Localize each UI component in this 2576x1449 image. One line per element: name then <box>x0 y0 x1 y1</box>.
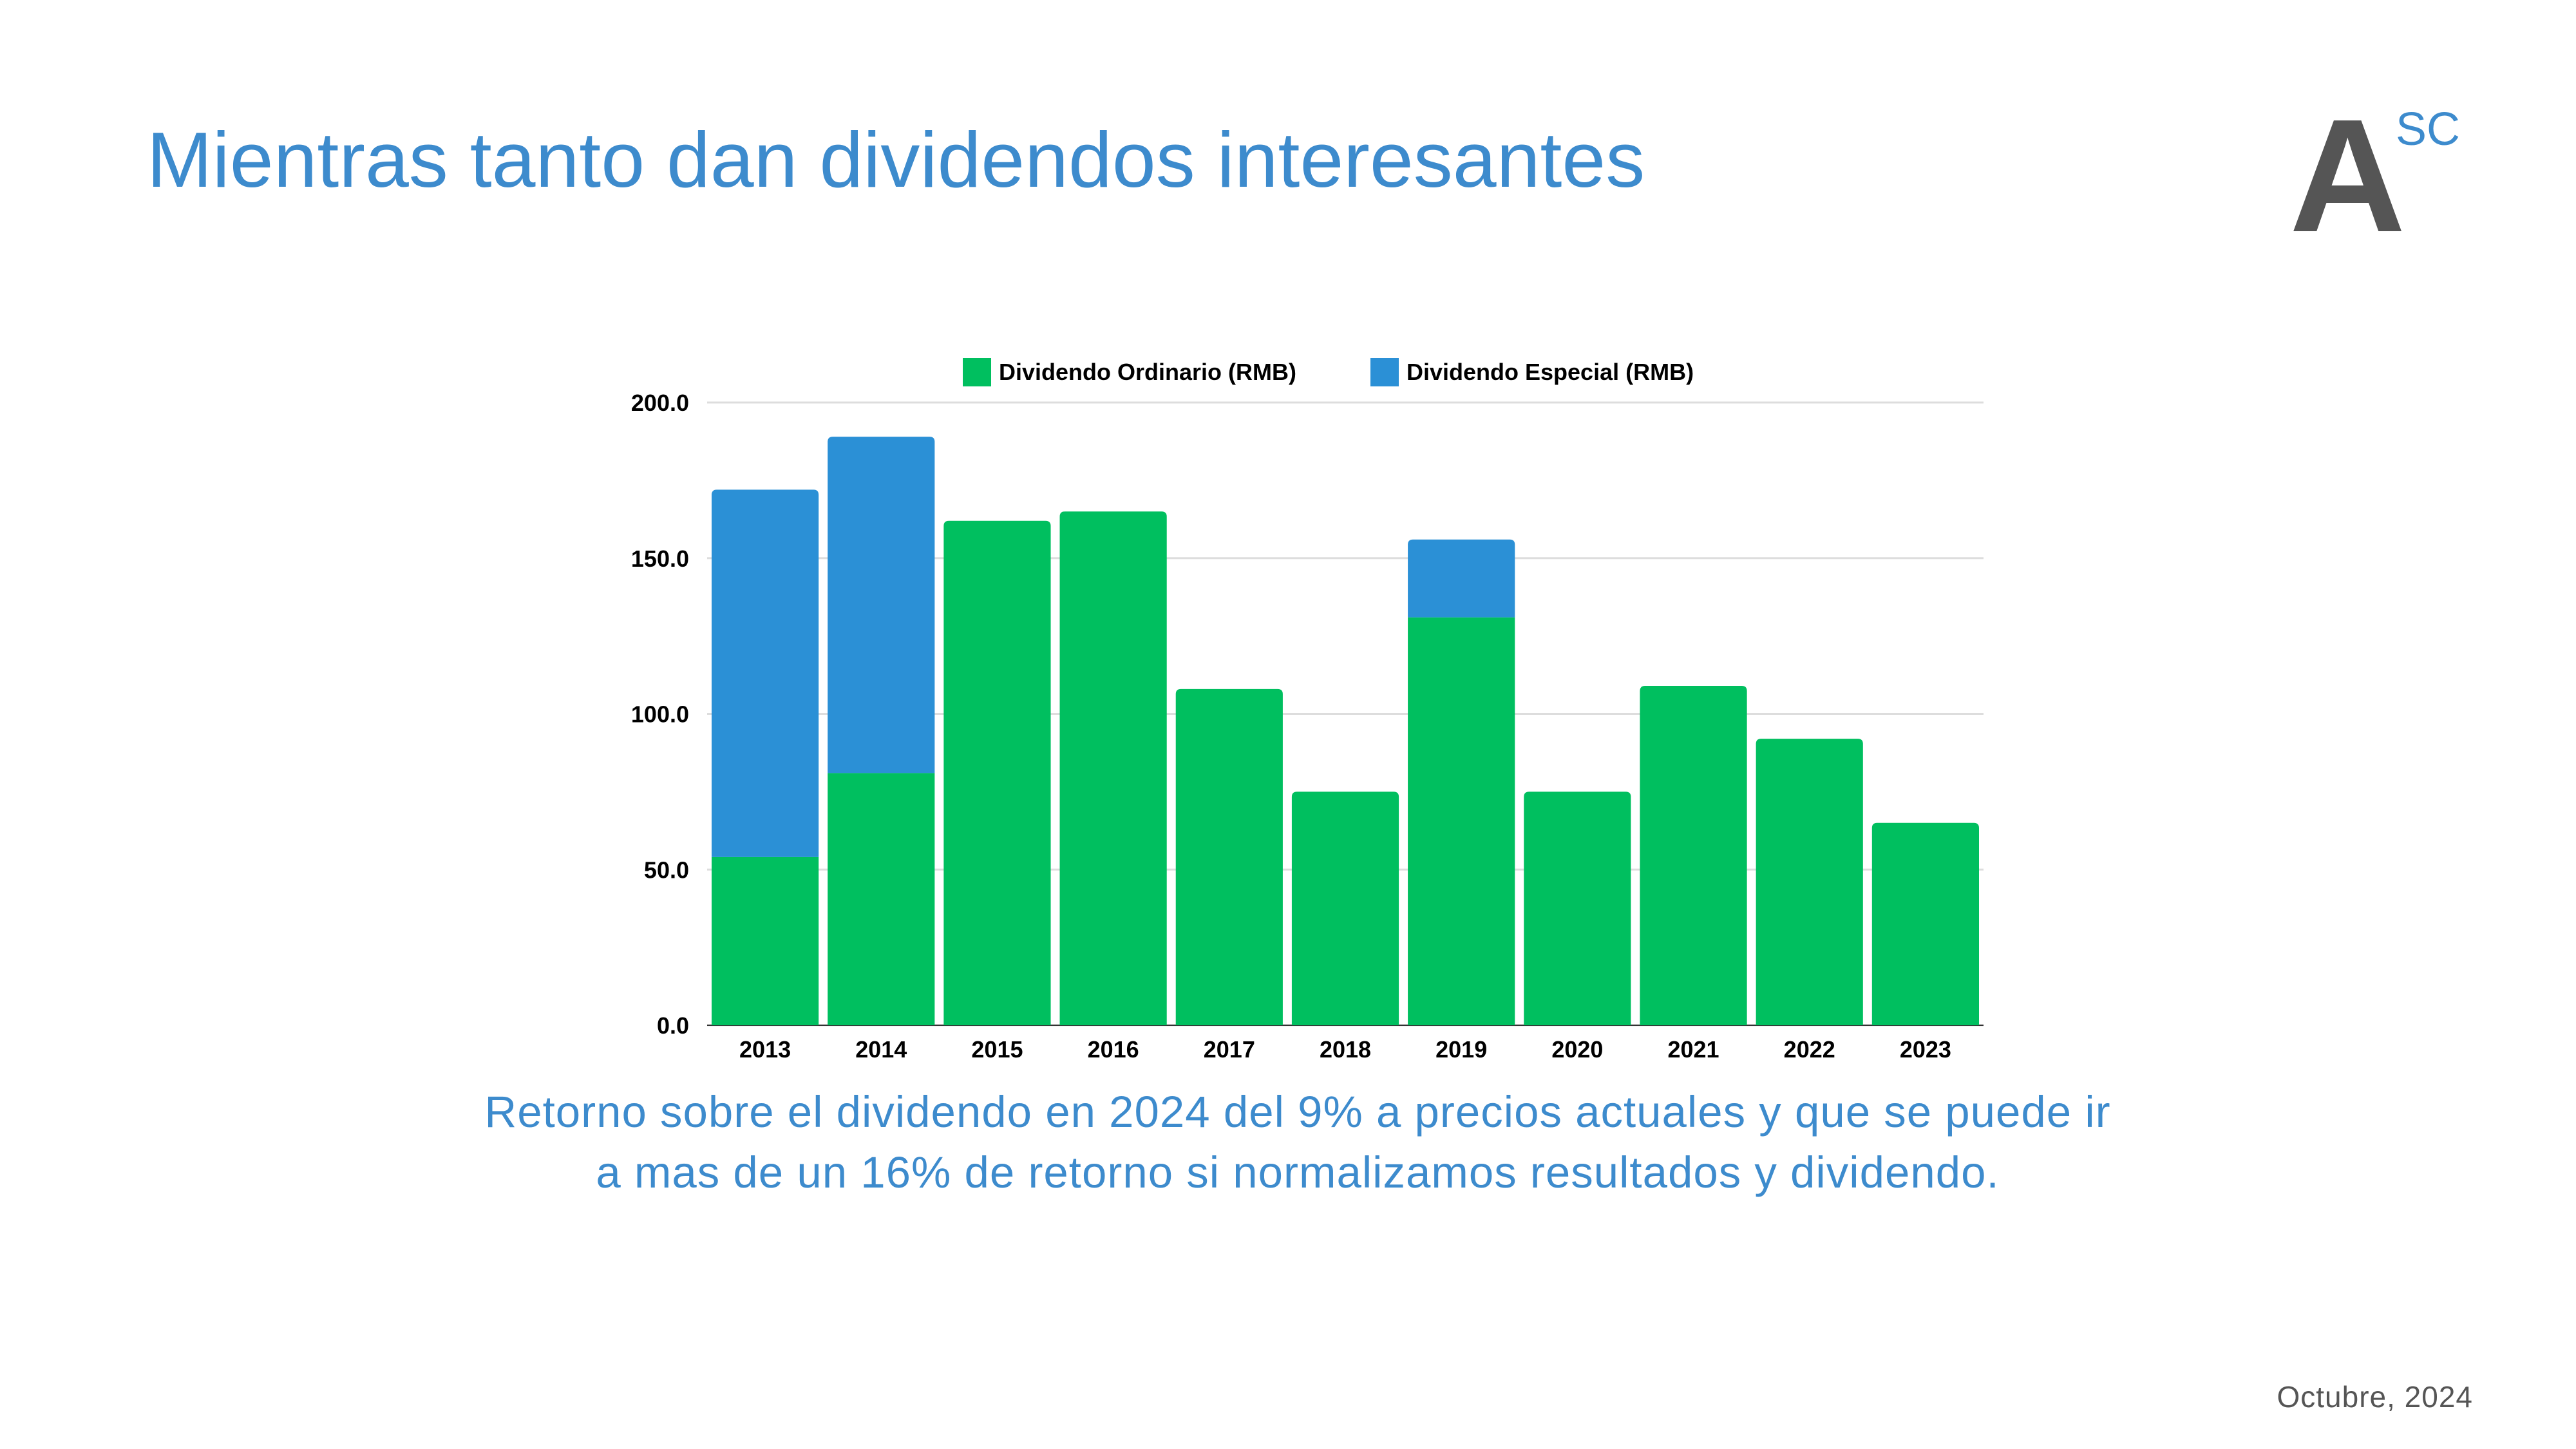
bar-ordinario-2016 <box>1059 511 1167 1025</box>
bar-ordinario-2017 <box>1175 688 1283 1025</box>
y-tick-label: 200.0 <box>631 390 689 416</box>
x-tick-label: 2014 <box>855 1036 907 1063</box>
legend-label: Dividendo Ordinario (RMB) <box>999 359 1296 385</box>
y-tick-label: 100.0 <box>631 701 689 728</box>
bar-ordinario-2023 <box>1871 822 1979 1025</box>
bar-ordinario-2018 <box>1291 791 1399 1025</box>
y-tick-label: 50.0 <box>644 857 689 883</box>
x-tick-label: 2019 <box>1435 1036 1487 1063</box>
x-tick-label: 2013 <box>739 1036 791 1063</box>
bar-ordinario-2019 <box>1408 617 1515 1025</box>
y-tick-label: 0.0 <box>657 1012 689 1039</box>
logo-superscript: SC <box>2396 104 2461 155</box>
bar-ordinario-2022 <box>1756 739 1863 1025</box>
x-tick-label: 2022 <box>1784 1036 1835 1063</box>
slide-title: Mientras tanto dan dividendos interesant… <box>147 116 1645 204</box>
bar-especial-2013 <box>712 489 819 857</box>
dividend-return-note: Retorno sobre el dividendo en 2024 del 9… <box>484 1087 2111 1197</box>
x-tick-label: 2015 <box>971 1036 1023 1063</box>
x-tick-label: 2016 <box>1088 1036 1139 1063</box>
x-tick-label: 2017 <box>1204 1036 1255 1063</box>
bar-ordinario-2015 <box>943 520 1051 1025</box>
y-tick-label: 150.0 <box>631 545 689 572</box>
x-tick-label: 2023 <box>1900 1036 1951 1063</box>
legend-swatch-ordinario <box>963 358 991 386</box>
x-tick-label: 2018 <box>1320 1036 1371 1063</box>
bar-especial-2014 <box>828 437 935 773</box>
legend-swatch-especial <box>1370 358 1399 386</box>
bar-ordinario-2020 <box>1524 791 1631 1025</box>
footer-date: Octubre, 2024 <box>2277 1380 2473 1414</box>
x-tick-label: 2021 <box>1667 1036 1719 1063</box>
brand-logo: A SC <box>2289 95 2460 256</box>
x-tick-label: 2020 <box>1551 1036 1603 1063</box>
bar-ordinario-2013 <box>712 857 819 1025</box>
bar-ordinario-2014 <box>828 773 935 1025</box>
bar-ordinario-2021 <box>1640 685 1747 1025</box>
logo-letter: A <box>2289 86 2406 265</box>
bar-especial-2019 <box>1408 539 1515 618</box>
legend-label: Dividendo Especial (RMB) <box>1406 359 1694 385</box>
